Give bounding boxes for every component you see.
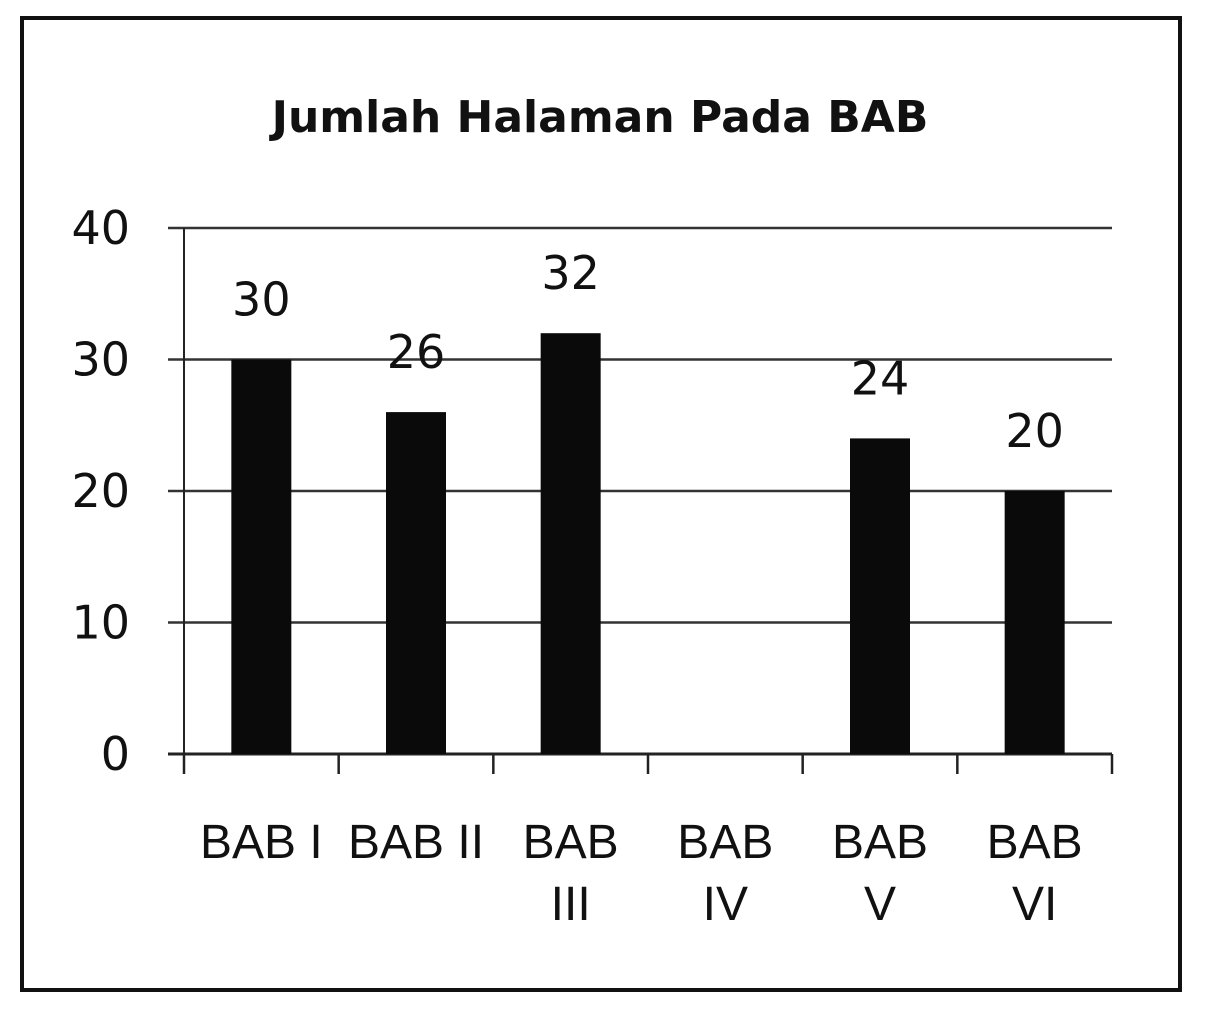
x-tick-label-4: BAB V: [832, 816, 928, 931]
x-tick-label-line: BAB: [523, 816, 619, 869]
bar-2: [540, 333, 601, 754]
x-tick-label-2: BAB III: [523, 816, 619, 931]
bar-4: [850, 438, 910, 754]
x-tick-label-line: VI: [1012, 878, 1057, 931]
x-tick-label-line: BAB: [677, 816, 773, 869]
x-tick-label-line: BAB: [987, 816, 1083, 869]
data-label-2: 32: [541, 246, 600, 300]
data-label-1: 26: [387, 325, 446, 379]
x-tick-label-line: V: [864, 878, 896, 931]
x-tick-label-5: BAB VI: [987, 816, 1083, 931]
y-tick-label-20: 20: [71, 464, 130, 518]
y-tick-label-0: 0: [101, 727, 130, 781]
data-label-4: 24: [851, 351, 910, 405]
y-tick-label-30: 30: [71, 333, 130, 387]
y-tick-label-40: 40: [71, 201, 130, 255]
x-tick-label-line: IV: [703, 878, 748, 931]
bar-5: [1004, 491, 1065, 754]
x-tick-label-line: III: [551, 878, 591, 931]
bar-0: [231, 359, 292, 754]
x-tick-label-line: BAB II: [348, 816, 484, 869]
data-label-0: 30: [232, 273, 291, 327]
chart-frame: [20, 16, 1182, 992]
y-tick-label-10: 10: [71, 596, 130, 650]
data-labels: 30 26 32 24 20: [232, 246, 1064, 458]
axes: [168, 228, 1114, 774]
x-tick-label-0: BAB I: [200, 816, 323, 869]
bars: [231, 333, 1065, 754]
x-tick-label-line: BAB: [832, 816, 928, 869]
x-tick-label-1: BAB II: [348, 816, 484, 869]
x-tick-label-3: BAB IV: [677, 816, 773, 931]
grid-lines: [168, 226, 1112, 624]
x-tick-labels: BAB I BAB II BAB III BAB IV BAB V BAB VI: [200, 816, 1083, 931]
y-tick-labels: 0 10 20 30 40: [71, 201, 130, 781]
data-label-5: 20: [1005, 404, 1064, 458]
x-tick-label-line: BAB I: [200, 816, 323, 869]
bar-1: [386, 412, 446, 754]
chart-title: Jumlah Halaman Pada BAB: [269, 92, 929, 143]
